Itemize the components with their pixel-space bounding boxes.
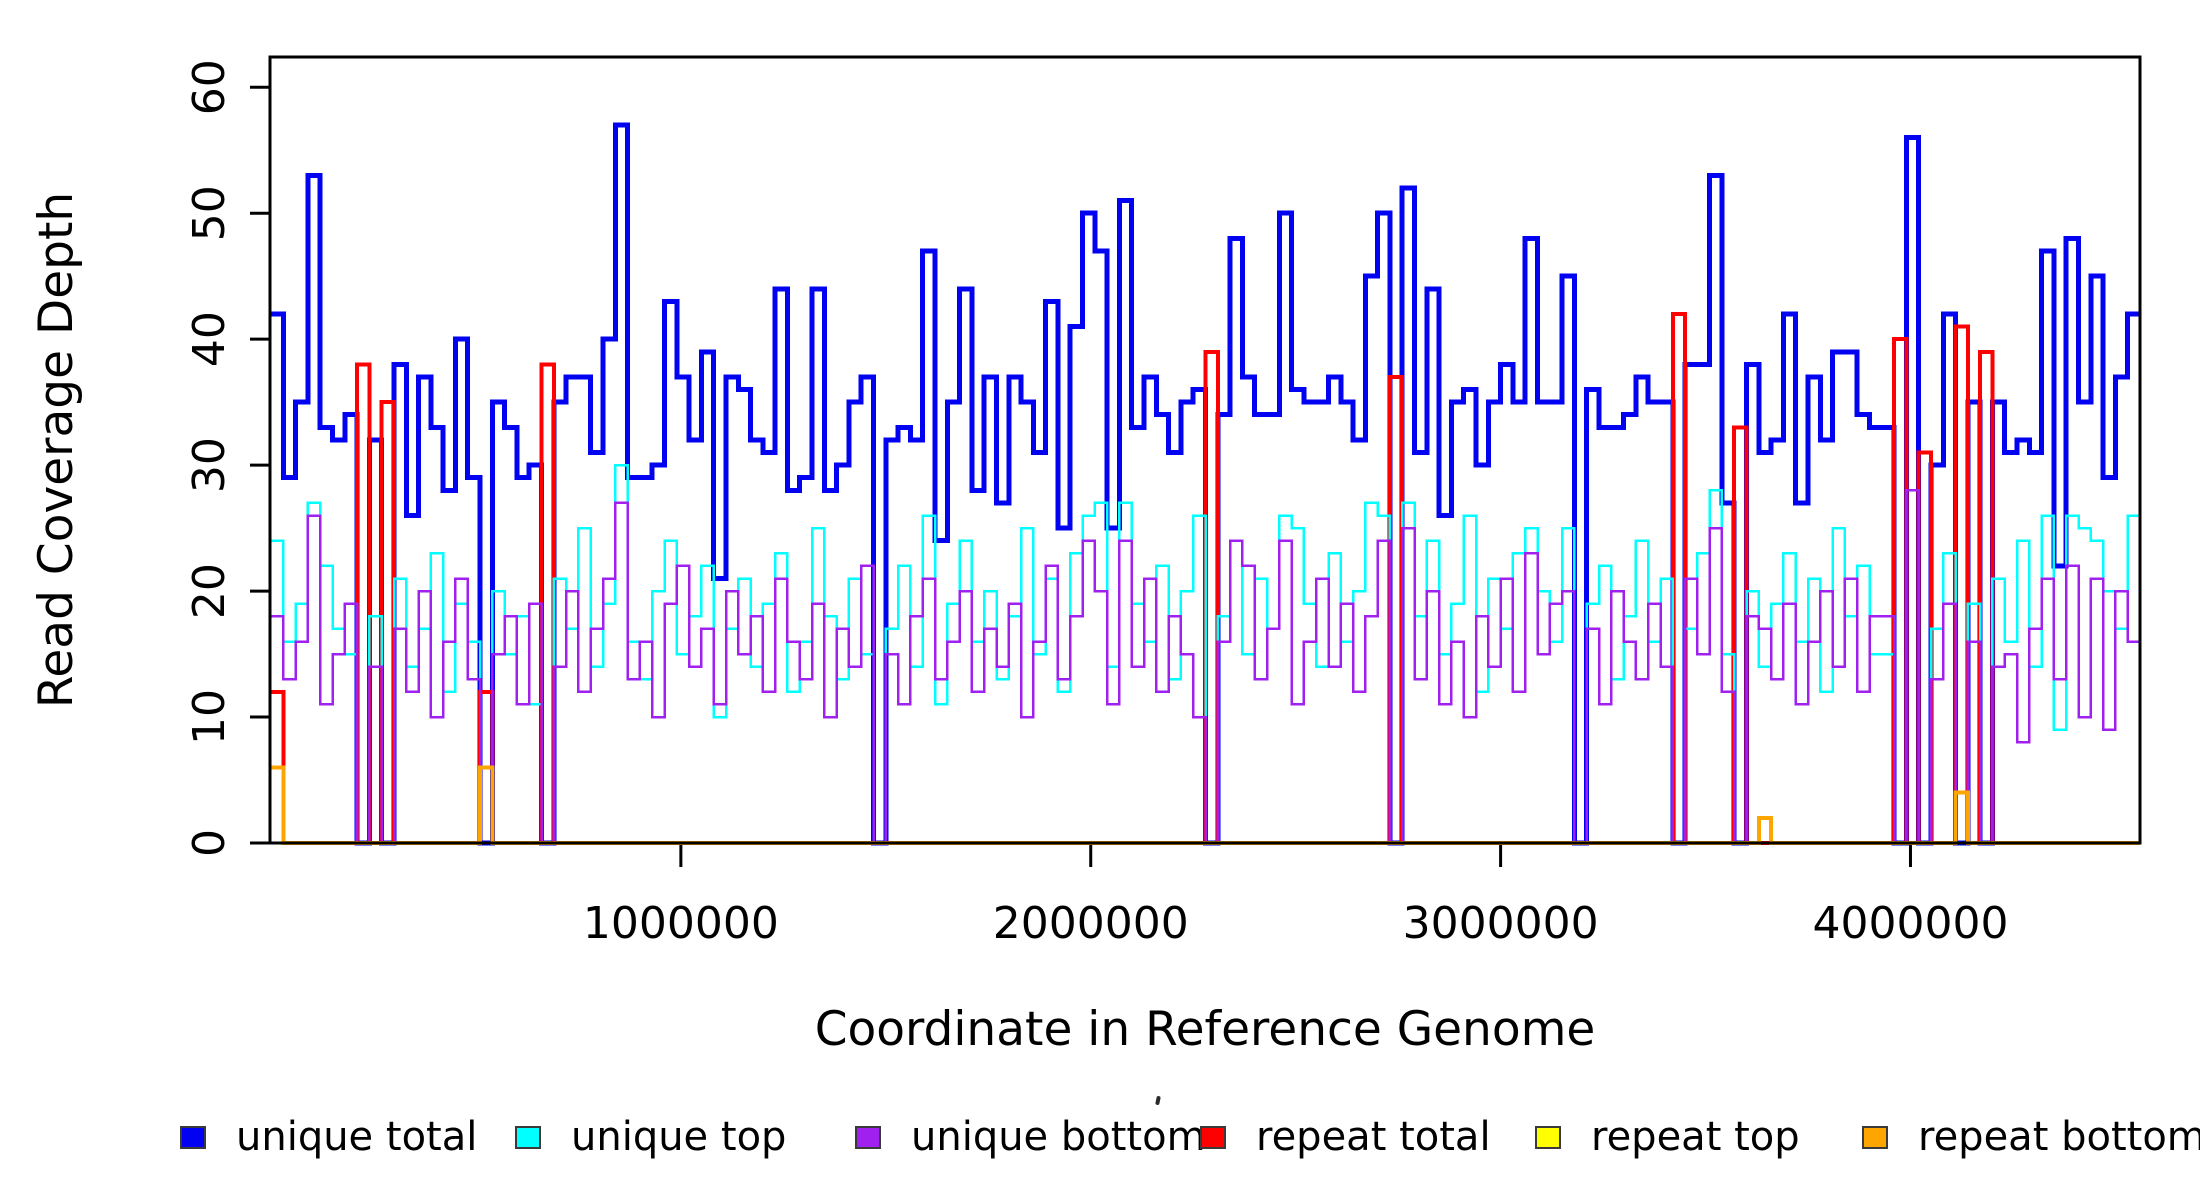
legend-item-repeat-total: repeat total xyxy=(1200,1114,1491,1160)
legend-label-repeat-top: repeat top xyxy=(1591,1114,1800,1160)
legend-label-repeat-bottom: repeat bottom xyxy=(1918,1114,2200,1160)
legend-item-repeat-top: repeat top xyxy=(1535,1114,1800,1160)
y-tick-label: 30 xyxy=(184,437,235,493)
legend-item-repeat-bottom: repeat bottom xyxy=(1862,1114,2200,1160)
legend-swatch-repeat-bottom xyxy=(1862,1125,1888,1149)
legend-item-unique-top: unique top xyxy=(515,1114,787,1160)
y-tick-label: 20 xyxy=(184,563,235,619)
x-tick-label: 3000000 xyxy=(1403,898,1599,949)
y-tick-label: 10 xyxy=(184,689,235,745)
y-tick-label: 0 xyxy=(184,829,235,857)
legend-swatch-unique-bottom xyxy=(855,1125,881,1149)
legend-item-unique-total: unique total xyxy=(180,1114,478,1160)
legend-label-unique-bottom: unique bottom xyxy=(911,1114,1206,1160)
legend-swatch-repeat-top xyxy=(1535,1125,1561,1149)
legend-label-unique-top: unique top xyxy=(571,1114,787,1160)
x-tick-label: 2000000 xyxy=(993,898,1189,949)
legend-label-repeat-total: repeat total xyxy=(1256,1114,1491,1160)
legend-label-unique-total: unique total xyxy=(236,1114,478,1160)
plot-frame xyxy=(268,55,2142,845)
legend-swatch-repeat-total xyxy=(1200,1125,1226,1149)
y-axis-title: Read Coverage Depth xyxy=(29,192,84,708)
legend-swatch-unique-total xyxy=(180,1125,206,1149)
series-layer xyxy=(271,122,2140,846)
series-unique_top-line xyxy=(271,463,2140,845)
x-tick-label: 4000000 xyxy=(1812,898,2008,949)
y-tick-label: 40 xyxy=(184,311,235,367)
legend-item-unique-bottom: unique bottom xyxy=(855,1114,1206,1160)
x-tick-label: 1000000 xyxy=(583,898,779,949)
x-axis-title: Coordinate in Reference Genome xyxy=(815,1002,1596,1057)
y-tick-label: 60 xyxy=(184,59,235,115)
axis-layer: 0 10 20 30 40 50 60 1000000 2000000 3000000 400000… xyxy=(184,59,2008,949)
legend-swatch-unique-top xyxy=(515,1125,541,1149)
series-unique_total-line xyxy=(271,122,2140,846)
y-tick-label: 50 xyxy=(184,185,235,241)
series-unique_bottom-line xyxy=(271,489,2140,845)
